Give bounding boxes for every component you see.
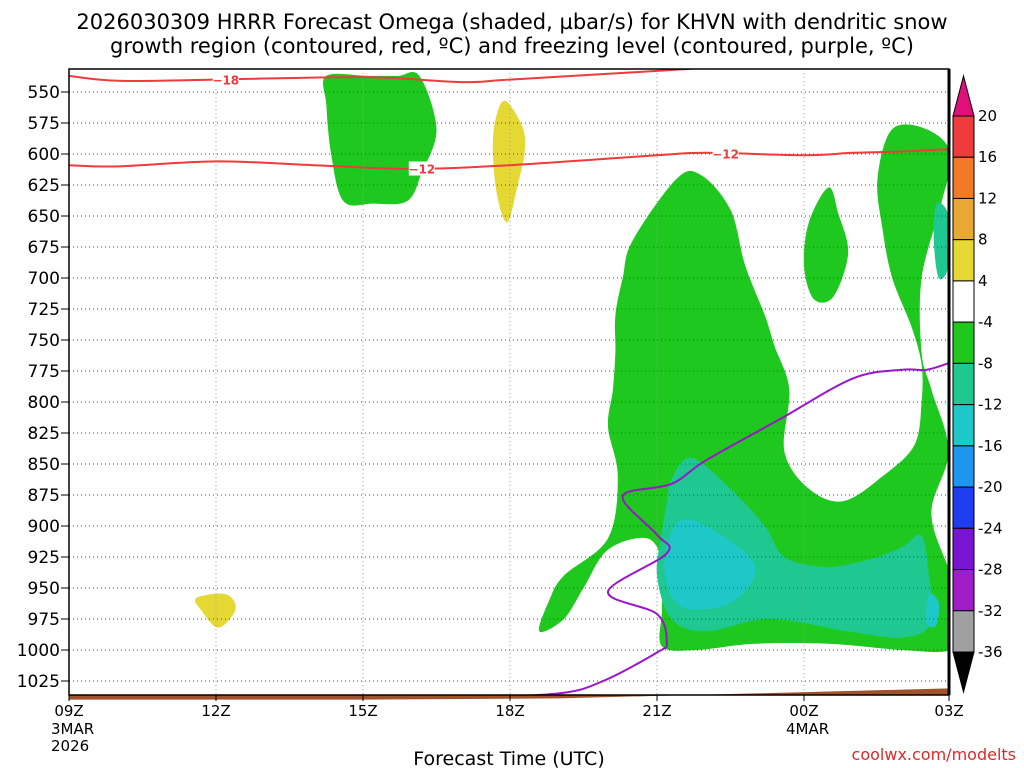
x-tick-label-18Z: 18Z: [495, 702, 524, 720]
colorbar-box-7: [952, 404, 975, 447]
x-axis-title: Forecast Time (UTC): [413, 748, 604, 768]
colorbar-box-6: [952, 362, 975, 406]
y-tick-label-900: 900: [28, 517, 60, 537]
colorbar-box-2: [952, 197, 975, 241]
colorbar-label-1: 16: [978, 148, 997, 166]
y-tick-label-1000: 1000: [17, 641, 60, 661]
gridlines: [69, 69, 949, 695]
x-tick-sublabel-09Z-1: 2026: [51, 737, 89, 755]
y-tick-label-700: 700: [28, 269, 60, 289]
contour-label-m12-a: −12: [408, 163, 435, 177]
colorbar-box-0: [952, 115, 975, 158]
x-tick-label-15Z: 15Z: [348, 702, 377, 720]
colorbar-label-10: -24: [978, 519, 1003, 537]
colorbar: 20 16 12 8 4 -4 -8 -12 -16 -20 -24 -28 -32 -36: [952, 74, 1003, 694]
omega-region-1: [492, 100, 526, 223]
colorbar-box-9: [952, 486, 975, 529]
y-tick-label-775: 775: [28, 362, 60, 382]
colorbar-label-4: 4: [978, 272, 988, 290]
y-tick-label-675: 675: [28, 238, 60, 258]
y-tick-label-750: 750: [28, 331, 60, 351]
colorbar-box-1: [952, 156, 975, 199]
colorbar-label-13: -36: [978, 643, 1003, 661]
contour-label-m18-bg: [212, 72, 239, 87]
omega-region-0: [322, 71, 437, 206]
contour-0: [69, 69, 704, 84]
colorbar-label-9: -20: [978, 478, 1003, 496]
x-tick-label-12Z: 12Z: [201, 702, 230, 720]
colorbar-label-7: -12: [978, 396, 1003, 414]
colorbar-label-2: 12: [978, 189, 997, 207]
chart-title-line-2: growth region (contoured, red, ºC) and f…: [110, 34, 914, 58]
x-tick-label-00Z: 00Z: [789, 702, 818, 720]
x-tick-label-21Z: 21Z: [642, 702, 671, 720]
x-tick-label-09Z: 09Z: [54, 702, 83, 720]
omega-region-2: [194, 593, 236, 628]
y-tick-label-550: 550: [28, 83, 60, 103]
x-tick-sublabel-00Z-0: 4MAR: [786, 720, 829, 738]
colorbar-box-3: [952, 239, 975, 282]
colorbar-box-11: [952, 569, 975, 612]
y-tick-label-625: 625: [28, 176, 60, 196]
omega-region-7: [664, 519, 756, 610]
y-tick-label-850: 850: [28, 455, 60, 475]
ground: [69, 688, 949, 700]
y-tick-label-650: 650: [28, 207, 60, 227]
colorbar-bottom-arrow: [952, 651, 975, 694]
omega-region-6: [933, 202, 949, 280]
y-axis: 550 575 600 625 650 675 700 725 750 775 800 825 850 8…: [17, 83, 69, 692]
colorbar-box-5: [952, 321, 975, 364]
x-tick-label-03Z: 03Z: [934, 702, 963, 720]
contour-label-m12-b: −12: [712, 147, 739, 161]
omega-region-4: [803, 187, 849, 303]
colorbar-box-8: [952, 445, 975, 488]
y-tick-label-725: 725: [28, 300, 60, 320]
colorbar-label-3: 8: [978, 231, 988, 249]
colorbar-box-12: [952, 610, 975, 653]
colorbar-box-10: [952, 527, 975, 571]
omega-shading: [194, 71, 949, 653]
y-tick-label-975: 975: [28, 610, 60, 630]
colorbar-label-11: -28: [978, 561, 1003, 579]
contours: −18 −12 −12: [69, 69, 949, 695]
credit-text: coolwx.com/modelts: [852, 745, 1016, 764]
y-tick-label-875: 875: [28, 486, 60, 506]
colorbar-box-4: [952, 280, 975, 323]
colorbar-label-8: -16: [978, 437, 1003, 455]
colorbar-label-6: -8: [978, 354, 993, 372]
y-tick-label-800: 800: [28, 393, 60, 413]
contour-1: [69, 148, 949, 170]
y-tick-label-600: 600: [28, 145, 60, 165]
y-tick-label-925: 925: [28, 548, 60, 568]
colorbar-top-arrow: [952, 74, 975, 117]
y-tick-label-825: 825: [28, 424, 60, 444]
contour-label-m18: −18: [212, 73, 239, 87]
y-tick-label-1025: 1025: [17, 672, 60, 692]
y-tick-label-950: 950: [28, 579, 60, 599]
colorbar-label-5: -4: [978, 313, 993, 331]
contour-label-m12-a-bg: [408, 161, 435, 176]
chart-title-line-1: 2026030309 HRRR Forecast Omega (shaded, …: [76, 10, 947, 34]
x-tick-sublabel-09Z-0: 3MAR: [51, 720, 94, 738]
ground-fill: [69, 688, 949, 700]
colorbar-label-0: 20: [978, 107, 997, 125]
contour-label-m12-b-bg: [712, 146, 739, 161]
y-tick-label-575: 575: [28, 114, 60, 134]
contour-2: [520, 361, 949, 695]
colorbar-label-12: -32: [978, 602, 1003, 620]
